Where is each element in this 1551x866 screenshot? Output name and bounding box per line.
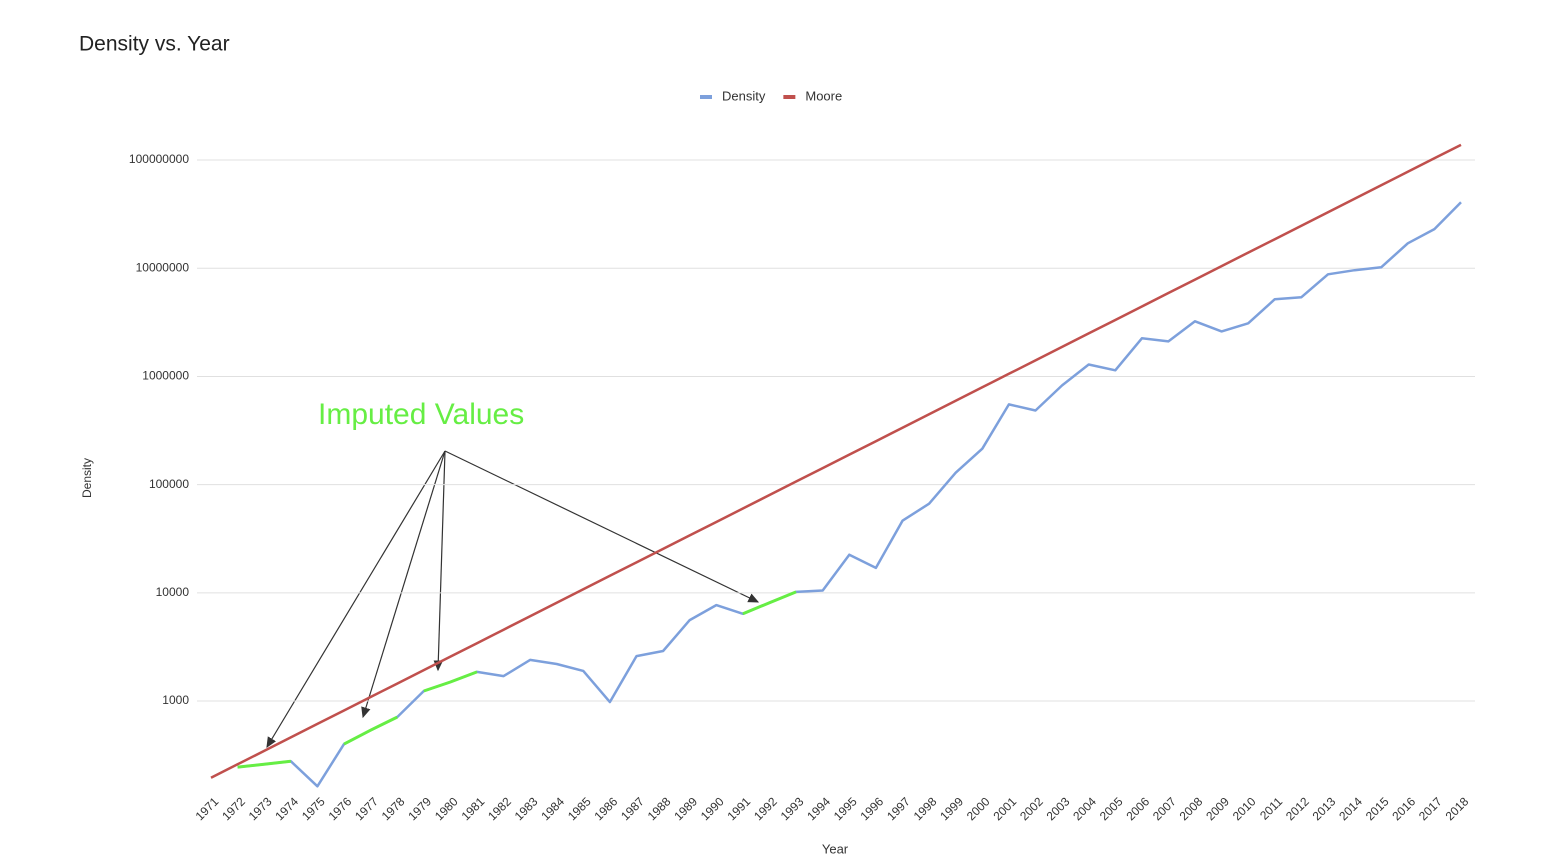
y-tick-label: 10000000 — [136, 260, 190, 274]
x-tick-label: 2015 — [1363, 794, 1392, 823]
series-line — [237, 201, 1462, 788]
y-tick-label: 10000 — [156, 585, 190, 599]
x-tick-label: 2010 — [1230, 794, 1259, 823]
x-tick-label: 1984 — [538, 794, 567, 823]
x-tick-label: 1979 — [405, 794, 434, 823]
imputed-segment — [343, 715, 398, 746]
y-tick-label: 1000 — [162, 693, 189, 707]
x-tick-label: 1992 — [751, 794, 780, 823]
chart-title: Density vs. Year — [79, 33, 230, 56]
x-tick-label: 1974 — [272, 794, 301, 823]
x-tick-label: 1988 — [645, 794, 674, 823]
x-tick-label: 1989 — [671, 794, 700, 823]
x-tick-label: 2017 — [1416, 794, 1445, 823]
x-tick-label: 1999 — [937, 794, 966, 823]
x-tick-label: 1980 — [432, 794, 461, 823]
x-tick-label: 1978 — [379, 794, 408, 823]
x-tick-label: 1994 — [804, 794, 833, 823]
x-tick-label: 2014 — [1336, 794, 1365, 823]
x-tick-label: 1990 — [698, 794, 727, 823]
x-tick-label: 2006 — [1123, 794, 1152, 823]
y-tick-label: 100000 — [149, 477, 189, 491]
imputed-segment — [742, 590, 797, 616]
x-tick-label: 2009 — [1203, 794, 1232, 823]
x-tick-label: 1976 — [326, 794, 355, 823]
x-tick-label: 1986 — [592, 794, 621, 823]
x-tick-label: 2005 — [1097, 794, 1126, 823]
x-tick-label: 2008 — [1177, 794, 1206, 823]
x-tick-label: 1985 — [565, 794, 594, 823]
x-tick-label: 2018 — [1443, 794, 1472, 823]
annotation-text: Imputed Values — [318, 398, 524, 431]
x-tick-label: 1983 — [512, 794, 541, 823]
x-tick-label: 2000 — [964, 794, 993, 823]
series-line — [210, 143, 1462, 779]
x-tick-label: 1975 — [299, 794, 328, 823]
x-tick-label: 1991 — [724, 794, 753, 823]
x-tick-label: 2013 — [1310, 794, 1339, 823]
x-tick-label: 2007 — [1150, 794, 1179, 823]
y-axis-title: Density — [80, 458, 94, 498]
x-tick-label: 1977 — [352, 794, 381, 823]
x-tick-label: 1993 — [778, 794, 807, 823]
x-tick-label: 1981 — [459, 794, 488, 823]
annotation-arrows — [266, 450, 760, 749]
x-tick-label: 1971 — [193, 794, 222, 823]
x-tick-label: 1987 — [618, 794, 647, 823]
imputed-segment — [237, 759, 291, 769]
x-tick-label: 1973 — [246, 794, 275, 823]
x-tick-label: 2004 — [1070, 794, 1099, 823]
x-tick-label: 1982 — [485, 794, 514, 823]
x-tick-label: 2011 — [1257, 794, 1285, 822]
x-tick-label: 1998 — [911, 794, 940, 823]
legend-label: Moore — [805, 88, 842, 103]
x-tick-label: 2003 — [1044, 794, 1073, 823]
x-tick-label: 2002 — [1017, 794, 1046, 823]
x-tick-label: 2001 — [990, 794, 1019, 823]
x-tick-label: 2012 — [1283, 794, 1312, 823]
x-tick-label: 1996 — [857, 794, 886, 823]
x-tick-label: 1997 — [884, 794, 913, 823]
imputed-segment — [423, 670, 478, 693]
x-axis-title: Year — [822, 841, 849, 856]
x-tick-label: 1995 — [831, 794, 860, 823]
y-tick-label: 100000000 — [129, 152, 189, 166]
x-tick-label: 2016 — [1389, 794, 1418, 823]
y-tick-label: 1000000 — [142, 369, 189, 383]
legend-label: Density — [722, 88, 766, 103]
x-tick-label: 1972 — [219, 794, 248, 823]
